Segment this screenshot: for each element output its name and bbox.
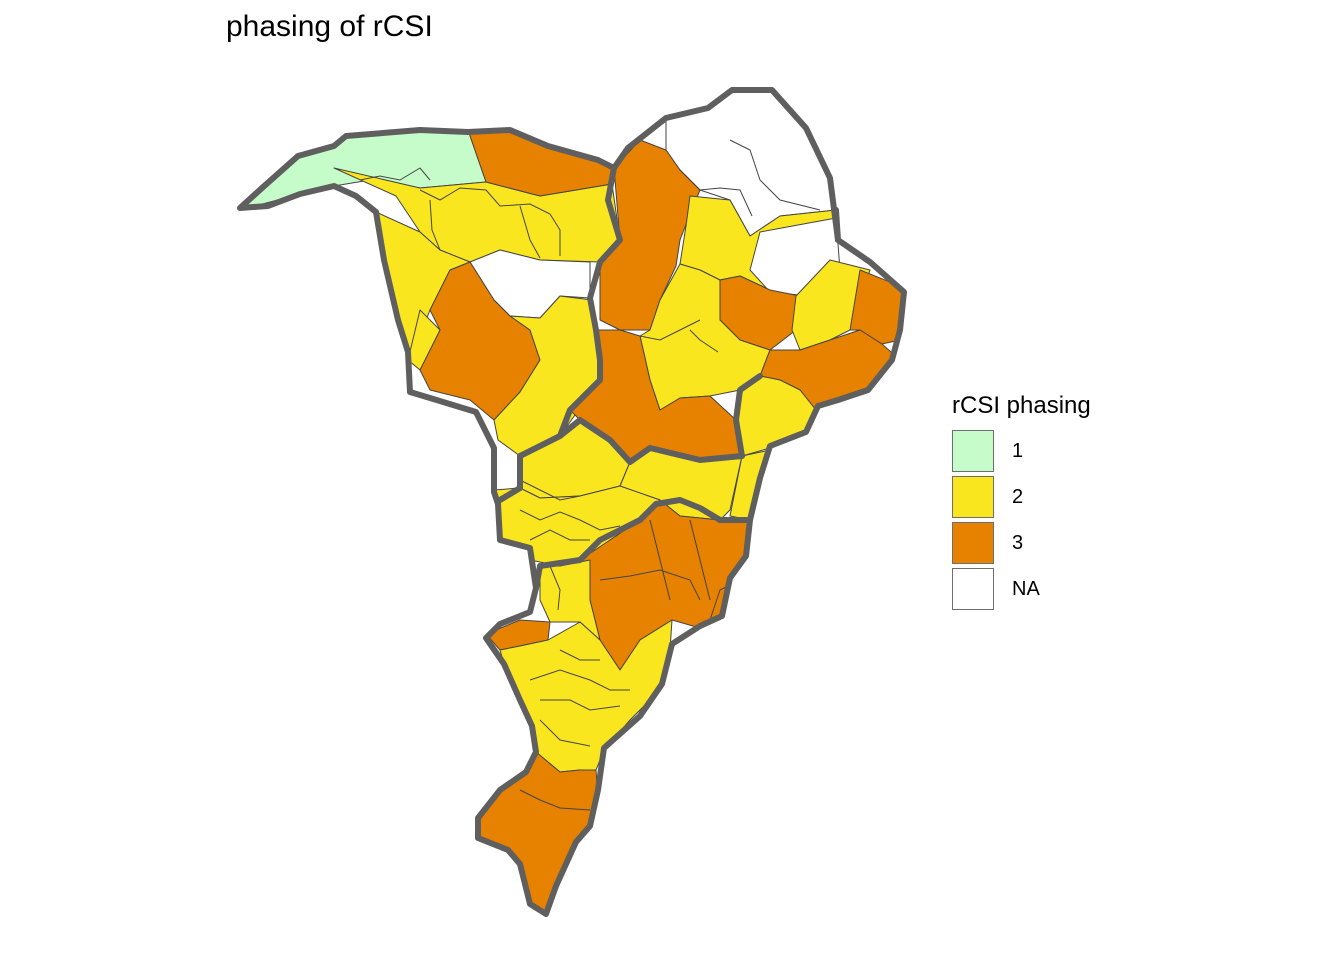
legend-item: 3 — [952, 520, 1091, 566]
legend-label: 1 — [1012, 439, 1024, 462]
region-boundary — [533, 497, 723, 591]
region-boundary — [833, 207, 841, 243]
region-boundary — [733, 373, 763, 459]
legend-swatch-na — [952, 568, 994, 610]
legend-item: 1 — [952, 428, 1091, 474]
legend-label: NA — [1012, 577, 1040, 600]
legend-item: 2 — [952, 474, 1091, 520]
legend-swatch-1 — [952, 430, 994, 472]
legend-label: 2 — [1012, 485, 1024, 508]
legend-swatch-3 — [952, 522, 994, 564]
district-phase-3 — [599, 139, 701, 331]
legend-title: rCSI phasing — [952, 392, 1091, 419]
district-phase-2 — [407, 309, 441, 371]
legend-swatch-2 — [952, 476, 994, 518]
legend-item: NA — [952, 566, 1091, 612]
legend: rCSI phasing 1 2 3 NA — [952, 392, 1091, 612]
region-boundary — [517, 417, 745, 465]
district-phase-2 — [639, 263, 771, 411]
legend-items: 1 2 3 NA — [952, 428, 1091, 612]
map-title: phasing of rCSI — [226, 10, 433, 43]
country-outline — [237, 87, 907, 917]
legend-label: 3 — [1012, 531, 1024, 554]
